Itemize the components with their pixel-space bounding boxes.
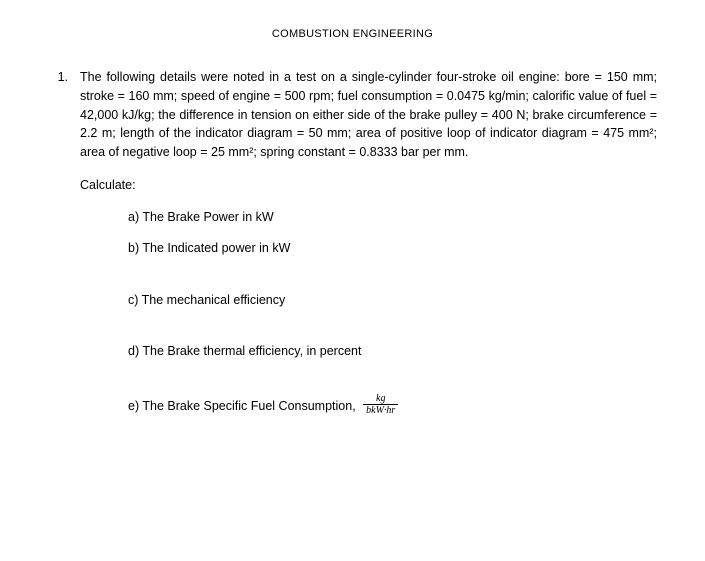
sub-item-text: The mechanical efficiency xyxy=(142,293,286,307)
sub-item-e: e) The Brake Specific Fuel Consumption, … xyxy=(128,395,657,418)
sub-item-a: a) The Brake Power in kW xyxy=(128,209,657,227)
problem-text: The following details were noted in a te… xyxy=(80,70,657,159)
sub-item-text: The Brake Power in kW xyxy=(142,210,273,224)
sub-item-letter: b) xyxy=(128,241,139,255)
sub-item-letter: d) xyxy=(128,344,139,358)
sub-item-text: The Brake thermal efficiency, in percent xyxy=(142,344,361,358)
problem-block: 1. The following details were noted in a… xyxy=(48,68,657,418)
fraction-top: kg xyxy=(363,393,398,405)
fraction-bottom: bkW·hr xyxy=(363,405,398,416)
calculate-label: Calculate: xyxy=(80,176,657,195)
sub-item-text: The Indicated power in kW xyxy=(142,241,290,255)
sub-item-letter: a) xyxy=(128,210,139,224)
course-title: COMBUSTION ENGINEERING xyxy=(0,28,705,40)
sub-item-d: d) The Brake thermal efficiency, in perc… xyxy=(128,343,657,361)
fraction-unit: kg bkW·hr xyxy=(363,393,398,416)
sub-item-c: c) The mechanical efficiency xyxy=(128,292,657,310)
sub-items: a) The Brake Power in kW b) The Indicate… xyxy=(80,209,657,418)
sub-item-text: The Brake Specific Fuel Consumption, xyxy=(142,398,359,412)
problem-number: 1. xyxy=(48,68,80,418)
sub-item-letter: e) xyxy=(128,398,139,412)
content-area: 1. The following details were noted in a… xyxy=(0,68,705,418)
sub-item-letter: c) xyxy=(128,293,138,307)
problem-body: The following details were noted in a te… xyxy=(80,68,657,418)
sub-item-b: b) The Indicated power in kW xyxy=(128,240,657,258)
